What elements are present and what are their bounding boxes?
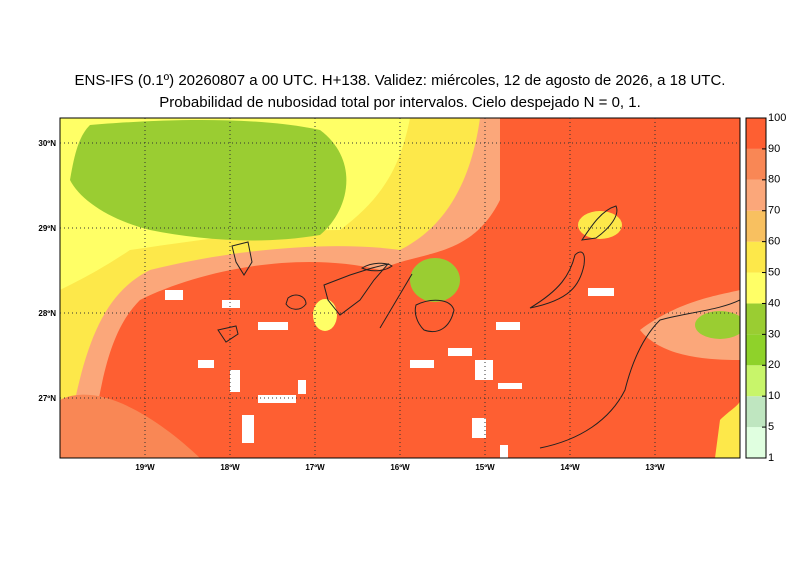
- colorbar-label: 70: [768, 205, 780, 217]
- colorbar-label: 20: [768, 359, 780, 371]
- colorbar-label: 80: [768, 174, 780, 186]
- colorbar-segment: [746, 334, 766, 366]
- lon-label: 17ºW: [305, 463, 325, 472]
- colorbar-segment: [746, 396, 766, 428]
- colorbar-label: 30: [768, 328, 780, 340]
- lon-label: 19ºW: [135, 463, 155, 472]
- lon-label: 16ºW: [390, 463, 410, 472]
- subtitle: Probabilidad de nubosidad total por inte…: [159, 94, 641, 111]
- colorbar-label: 10: [768, 390, 780, 402]
- lon-label: 18ºW: [220, 463, 240, 472]
- colorbar-segment: [746, 303, 766, 335]
- colorbar-segment: [746, 272, 766, 304]
- colorbar-segment: [746, 241, 766, 273]
- colorbar-segment: [746, 179, 766, 211]
- colorbar-label: 60: [768, 236, 780, 248]
- colorbar-segment: [746, 118, 766, 149]
- colorbar-label: 1: [768, 452, 774, 464]
- colorbar-label: 90: [768, 143, 780, 155]
- lon-label: 15ºW: [475, 463, 495, 472]
- colorbar-label: 50: [768, 266, 780, 278]
- title: ENS-IFS (0.1º) 20260807 a 00 UTC. H+138.…: [75, 72, 726, 89]
- lon-label: 14ºW: [560, 463, 580, 472]
- colorbar-label: 40: [768, 297, 780, 309]
- colorbar-segment: [746, 210, 766, 242]
- lon-label: 13ºW: [645, 463, 665, 472]
- colorbar-segment: [746, 427, 766, 458]
- cloud-field: [60, 118, 740, 458]
- colorbar-segment: [746, 148, 766, 180]
- lat-label: 30ºN: [38, 139, 56, 148]
- colorbar-label: 5: [768, 421, 774, 433]
- colorbar-frame: [745, 117, 767, 459]
- lat-label: 27ºN: [38, 394, 56, 403]
- colorbar-label: 100: [768, 112, 786, 124]
- lat-label: 28ºN: [38, 309, 56, 318]
- colorbar-segment: [746, 365, 766, 397]
- lat-label: 29ºN: [38, 224, 56, 233]
